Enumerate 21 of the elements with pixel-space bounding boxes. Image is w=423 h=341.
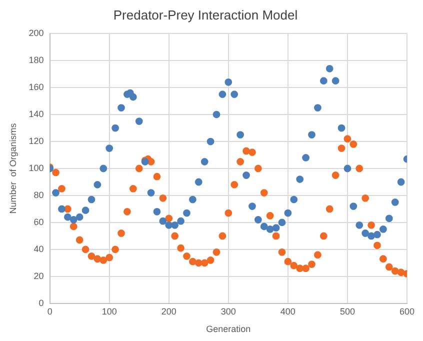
y-axis-title: Number of Organisms [8,122,18,214]
x-axis-title: Generation [206,324,251,334]
x-tick-label: 200 [161,306,176,316]
x-tick-label: 600 [399,306,415,316]
x-tick-label: 300 [220,306,236,316]
y-tick-label: 160 [28,82,44,92]
y-tick-label: 200 [28,28,44,38]
y-tick-label: 60 [34,216,44,227]
y-tick-label: 40 [34,244,44,254]
y-tick-label: 120 [28,136,44,146]
y-tick-label: 0 [38,298,44,308]
x-tick-label: 400 [280,306,296,316]
x-tick-label: 0 [47,306,52,316]
y-tick-label: 80 [34,190,44,200]
x-tick-label: 500 [340,306,355,316]
y-tick-label: 140 [28,109,44,120]
x-tick-label: 100 [102,306,117,316]
y-tick-label: 100 [28,162,44,173]
chart-title: Predator-Prey Interaction Model [113,7,298,22]
y-tick-label: 180 [28,55,44,66]
y-tick-label: 20 [34,270,44,281]
